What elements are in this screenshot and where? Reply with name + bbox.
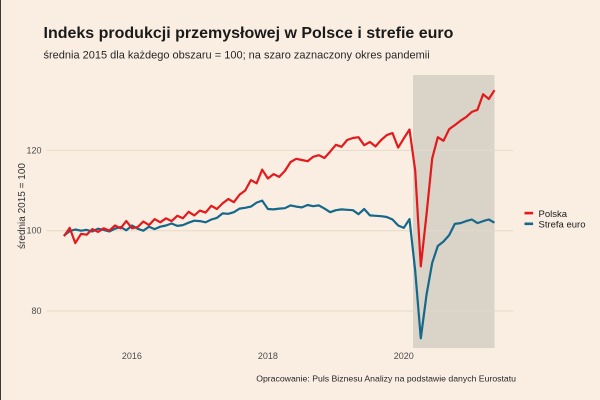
svg-text:80: 80 — [31, 306, 41, 316]
svg-text:100: 100 — [26, 226, 41, 236]
svg-text:średnia 2015 dla każdego obsza: średnia 2015 dla każdego obszaru = 100; … — [44, 50, 430, 62]
svg-text:średnia 2015 = 100: średnia 2015 = 100 — [17, 163, 28, 249]
svg-text:120: 120 — [26, 145, 41, 155]
svg-text:2020: 2020 — [394, 351, 414, 361]
svg-text:Opracowanie: Puls Biznesu Anal: Opracowanie: Puls Biznesu Analizy na pod… — [256, 374, 516, 384]
svg-text:Polska: Polska — [539, 209, 568, 220]
svg-text:Strefa euro: Strefa euro — [539, 220, 586, 231]
svg-text:2016: 2016 — [122, 351, 142, 361]
svg-text:2018: 2018 — [258, 351, 278, 361]
svg-text:Indeks produkcji przemysłowej: Indeks produkcji przemysłowej w Polsce i… — [44, 25, 454, 42]
